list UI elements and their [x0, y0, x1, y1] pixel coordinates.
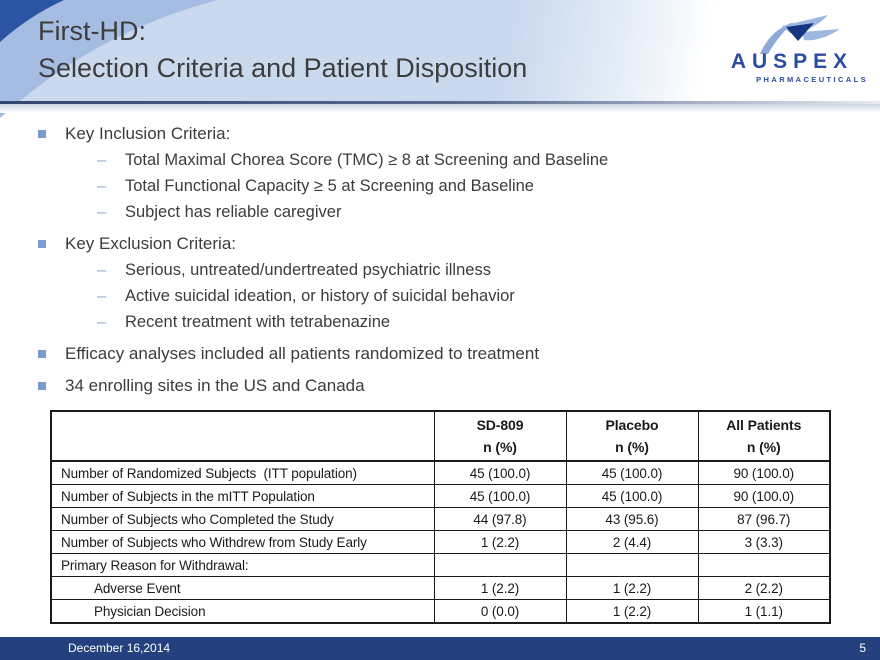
bullet-item: 34 enrolling sites in the US and Canada [0, 373, 880, 399]
table-header-all-patients: All Patients n (%) [697, 410, 831, 462]
row-label: Physician Decision [50, 599, 435, 624]
table-header-sd809: SD-809 n (%) [433, 410, 567, 462]
square-bullet-icon [38, 240, 46, 248]
row-label: Number of Subjects who Completed the Stu… [50, 507, 435, 531]
slide-title: First-HD: Selection Criteria and Patient… [38, 13, 527, 87]
table-row: Primary Reason for Withdrawal: [50, 553, 831, 577]
row-label: Adverse Event [50, 576, 435, 600]
company-logo: AUSPEX PHARMACEUTICALS [716, 14, 868, 84]
bullet-text: Key Inclusion Criteria: [65, 124, 231, 143]
slide-title-line1: First-HD: [38, 16, 146, 46]
column-header-line1: All Patients [726, 417, 802, 433]
column-header-line1: Placebo [605, 417, 659, 433]
cell-value: 45 (100.0) [565, 460, 699, 485]
bullet-text: Serious, untreated/undertreated psychiat… [125, 261, 491, 279]
row-label: Number of Subjects who Withdrew from Stu… [50, 530, 435, 554]
sub-bullet-item: – Total Maximal Chorea Score (TMC) ≥ 8 a… [0, 147, 880, 173]
row-label: Number of Randomized Subjects (ITT popul… [50, 460, 435, 485]
bullet-item: Efficacy analyses included all patients … [0, 341, 880, 367]
logo-tagline: PHARMACEUTICALS [756, 75, 868, 84]
cell-value [565, 553, 699, 577]
cell-value: 2 (4.4) [565, 530, 699, 554]
table-row: Number of Subjects who Completed the Stu… [50, 507, 831, 531]
bullet-text: Total Maximal Chorea Score (TMC) ≥ 8 at … [125, 151, 609, 169]
cell-value [697, 553, 831, 577]
data-table: SD-809 n (%) Placebo n (%) All Patients … [50, 410, 831, 624]
dash-bullet-icon: – [97, 203, 107, 221]
table-row: Number of Subjects in the mITT Populatio… [50, 484, 831, 508]
square-bullet-icon [38, 350, 46, 358]
corner-swoosh-decoration [0, 0, 218, 118]
slide-title-line2: Selection Criteria and Patient Dispositi… [38, 53, 528, 83]
bullet-text: Active suicidal ideation, or history of … [125, 287, 515, 305]
column-header-line2: n (%) [483, 439, 517, 455]
sub-bullet-item: – Recent treatment with tetrabenazine [0, 309, 880, 335]
header-shadow [0, 104, 880, 113]
bullet-text: Recent treatment with tetrabenazine [125, 313, 391, 331]
sub-bullet-item: – Subject has reliable caregiver [0, 199, 880, 225]
bullet-item: Key Inclusion Criteria: [0, 121, 880, 147]
dash-bullet-icon: – [97, 177, 107, 195]
cell-value: 90 (100.0) [697, 484, 831, 508]
bullet-item: Key Exclusion Criteria: [0, 231, 880, 257]
cell-value: 3 (3.3) [697, 530, 831, 554]
bullet-text: Key Exclusion Criteria: [65, 234, 237, 253]
square-bullet-icon [38, 382, 46, 390]
column-header-line1: SD-809 [476, 417, 524, 433]
footer-date: December 16,2014 [68, 641, 171, 655]
bullet-text: Total Functional Capacity ≥ 5 at Screeni… [125, 177, 534, 195]
table-row: Number of Subjects who Withdrew from Stu… [50, 530, 831, 554]
row-label: Primary Reason for Withdrawal: [50, 553, 435, 577]
slide-footer: December 16,2014 5 [0, 637, 880, 660]
table-header-placebo: Placebo n (%) [565, 410, 699, 462]
column-header-line2: n (%) [746, 439, 781, 455]
cell-value: 43 (95.6) [565, 507, 699, 531]
dash-bullet-icon: – [97, 261, 107, 279]
bullet-text: Efficacy analyses included all patients … [65, 344, 540, 363]
cell-value: 87 (96.7) [697, 507, 831, 531]
sub-bullet-item: – Active suicidal ideation, or history o… [0, 283, 880, 309]
table-header-empty [50, 410, 435, 462]
square-bullet-icon [38, 130, 46, 138]
cell-value: 1 (1.1) [697, 599, 831, 624]
bullet-text: 34 enrolling sites in the US and Canada [65, 376, 365, 395]
sub-bullet-item: – Total Functional Capacity ≥ 5 at Scree… [0, 173, 880, 199]
dash-bullet-icon: – [97, 313, 107, 331]
footer-page-number: 5 [859, 641, 866, 655]
cell-value: 1 (2.2) [433, 530, 567, 554]
sub-bullet-item: – Serious, untreated/undertreated psychi… [0, 257, 880, 283]
bullet-list: Key Inclusion Criteria: – Total Maximal … [0, 115, 880, 399]
cell-value: 44 (97.8) [433, 507, 567, 531]
cell-value: 45 (100.0) [433, 484, 567, 508]
slide-header: First-HD: Selection Criteria and Patient… [0, 0, 880, 118]
row-label: Number of Subjects in the mITT Populatio… [50, 484, 435, 508]
cell-value: 1 (2.2) [565, 576, 699, 600]
cell-value: 0 (0.0) [433, 599, 567, 624]
logo-wordmark: AUSPEX [730, 50, 854, 73]
patient-disposition-table: SD-809 n (%) Placebo n (%) All Patients … [50, 410, 831, 624]
cell-value: 1 (2.2) [565, 599, 699, 624]
cell-value: 45 (100.0) [565, 484, 699, 508]
cell-value: 45 (100.0) [433, 460, 567, 485]
header-divider-line [0, 101, 880, 104]
bullet-text: Subject has reliable caregiver [125, 203, 342, 221]
cell-value: 1 (2.2) [433, 576, 567, 600]
table-row: Number of Randomized Subjects (ITT popul… [50, 460, 831, 485]
table-row: Adverse Event 1 (2.2) 1 (2.2) 2 (2.2) [50, 576, 831, 600]
cell-value: 2 (2.2) [697, 576, 831, 600]
table-row: Physician Decision 0 (0.0) 1 (2.2) 1 (1.… [50, 599, 831, 624]
dash-bullet-icon: – [97, 151, 107, 169]
table-header-row: SD-809 n (%) Placebo n (%) All Patients … [50, 410, 831, 462]
cell-value [433, 553, 567, 577]
dash-bullet-icon: – [97, 287, 107, 305]
cell-value: 90 (100.0) [697, 460, 831, 485]
column-header-line2: n (%) [615, 439, 649, 455]
bird-leaf-logo-icon [760, 15, 840, 54]
